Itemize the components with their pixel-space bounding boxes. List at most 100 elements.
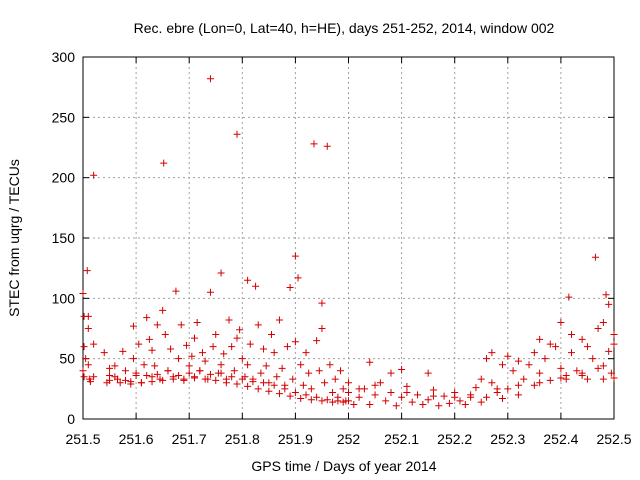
data-point (318, 299, 326, 307)
data-point (201, 375, 209, 383)
data-point (297, 394, 305, 402)
data-point (483, 393, 491, 401)
data-point (350, 401, 358, 409)
data-point (599, 375, 607, 383)
data-point (419, 401, 427, 409)
data-point (514, 357, 522, 365)
data-point (90, 340, 98, 348)
data-point (291, 252, 299, 260)
data-point (610, 340, 618, 348)
data-point (220, 350, 228, 358)
data-point (536, 369, 544, 377)
data-point (583, 375, 591, 383)
data-point (175, 372, 183, 380)
data-point (530, 381, 538, 389)
data-point (275, 316, 283, 324)
data-point (509, 367, 517, 375)
data-point (546, 376, 554, 384)
data-point (80, 373, 88, 381)
data-point (188, 352, 196, 360)
x-tick-label: 251.9 (278, 431, 313, 447)
data-point (429, 386, 437, 394)
data-point (270, 381, 278, 389)
data-point (249, 378, 257, 386)
x-tick-label: 252 (337, 431, 361, 447)
data-point (568, 349, 576, 357)
data-point (286, 392, 294, 400)
data-point (541, 355, 549, 363)
data-point (607, 369, 615, 377)
data-point (121, 376, 129, 384)
data-point (281, 385, 289, 393)
data-point (382, 397, 390, 405)
data-point (345, 397, 352, 405)
data-point (605, 300, 613, 308)
data-point (228, 373, 236, 381)
data-point (557, 374, 565, 382)
data-point (451, 393, 459, 401)
data-point (440, 392, 448, 400)
y-tick-label: 150 (52, 230, 76, 246)
data-point (329, 388, 337, 396)
data-point (244, 361, 252, 369)
data-point (387, 369, 395, 377)
data-point (302, 349, 310, 357)
data-point (254, 321, 262, 329)
data-point (201, 357, 209, 365)
x-tick-label: 251.8 (225, 431, 260, 447)
plot-frame (82, 56, 615, 420)
data-point (257, 369, 265, 377)
data-point (504, 385, 512, 393)
x-tick-label: 251.7 (172, 431, 207, 447)
data-point (286, 283, 294, 291)
data-point (315, 367, 323, 375)
data-point (331, 375, 339, 383)
data-point (159, 376, 167, 384)
data-point (562, 375, 570, 383)
data-point (143, 372, 151, 380)
data-point (578, 335, 586, 343)
data-point (599, 362, 607, 370)
data-point (477, 375, 485, 383)
data-point (583, 343, 591, 351)
data-point (191, 374, 199, 382)
data-point (318, 325, 326, 332)
data-point (552, 343, 560, 351)
data-point (355, 385, 363, 393)
data-point (161, 331, 169, 339)
data-point (291, 388, 299, 396)
data-point (236, 326, 244, 334)
data-point (273, 373, 281, 381)
data-point (127, 380, 135, 388)
data-point (121, 367, 129, 375)
y-tick-label: 250 (52, 109, 76, 125)
data-point (84, 312, 92, 320)
data-point (429, 392, 437, 400)
data-point (334, 397, 342, 405)
data-point (398, 393, 406, 401)
data-point (275, 390, 283, 398)
data-point (514, 391, 522, 399)
data-point (337, 367, 345, 375)
x-tick-label: 252.1 (384, 431, 419, 447)
data-point (578, 372, 586, 380)
data-point (262, 362, 270, 370)
data-point (392, 402, 400, 410)
data-point (289, 375, 297, 383)
data-point (525, 361, 533, 369)
data-point (557, 318, 565, 326)
data-point (461, 401, 469, 409)
data-point (339, 398, 347, 406)
data-point (589, 355, 597, 363)
x-tick-label: 252.2 (437, 431, 472, 447)
data-point (283, 343, 291, 351)
data-point (164, 367, 172, 375)
data-point (514, 381, 522, 389)
data-point (339, 385, 347, 393)
data-point (278, 364, 286, 372)
data-point (196, 367, 204, 375)
data-point (140, 361, 148, 369)
data-point (206, 288, 214, 296)
data-point (83, 267, 91, 275)
data-points (79, 75, 618, 410)
